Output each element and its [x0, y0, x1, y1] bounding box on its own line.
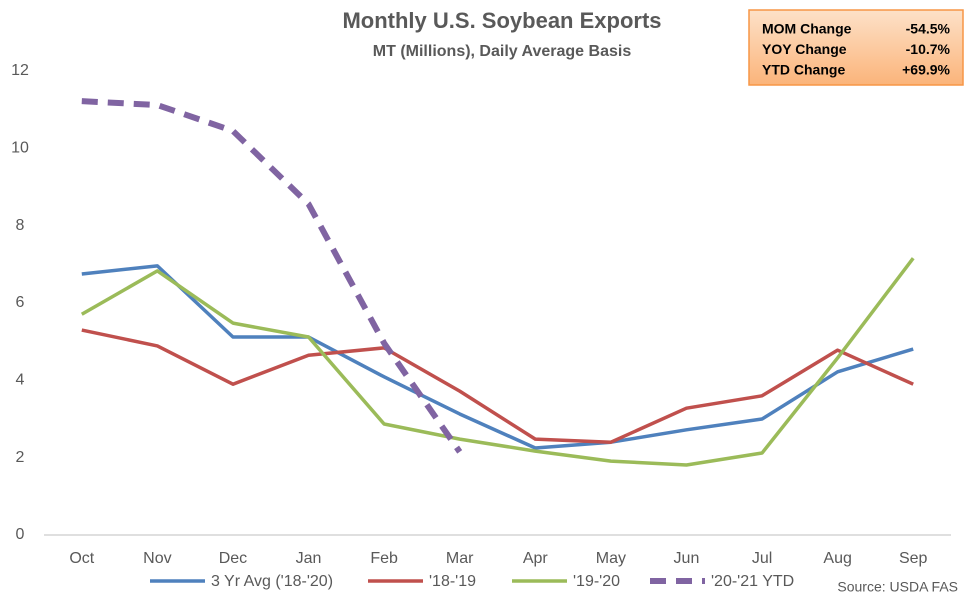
x-tick-label: Feb: [370, 550, 398, 567]
stats-value: -54.5%: [906, 21, 951, 37]
y-tick-label: 6: [16, 294, 25, 311]
series-line: [81, 264, 914, 450]
stats-label: YOY Change: [762, 41, 847, 57]
legend-label: '20-'21 YTD: [711, 573, 794, 590]
y-tick-label: 4: [16, 372, 25, 389]
x-tick-label: Jan: [296, 550, 322, 567]
chart-title: Monthly U.S. Soybean Exports: [342, 8, 661, 33]
x-tick-label: Nov: [143, 550, 171, 567]
source: Source: USDA FAS: [837, 579, 958, 595]
x-tick-label: Aug: [823, 550, 851, 567]
x-tick-label: Sep: [899, 550, 928, 567]
y-tick-label: 0: [16, 526, 25, 543]
x-tick-label: May: [596, 550, 626, 567]
x-tick-label: Apr: [523, 550, 549, 567]
y-tick-label: 8: [16, 217, 25, 234]
y-tick-label: 12: [11, 62, 29, 79]
series-line: [81, 98, 463, 454]
y-tick-label: 10: [11, 140, 29, 157]
stats-box: [748, 9, 964, 86]
stats-value: +69.9%: [902, 62, 950, 78]
stats-label: YTD Change: [762, 62, 845, 78]
x-tick-label: Oct: [69, 550, 94, 567]
legend-label: 3 Yr Avg ('18-'20): [211, 573, 333, 590]
series-line: [80, 257, 915, 467]
stats-value: -10.7%: [906, 41, 951, 57]
x-tick-label: Jun: [674, 550, 700, 567]
x-tick-label: Jul: [752, 550, 772, 567]
series-line: [81, 328, 914, 444]
x-tick-label: Mar: [446, 550, 474, 567]
stats-label: MOM Change: [762, 21, 852, 37]
x-tick-label: Dec: [219, 550, 247, 567]
y-tick-label: 2: [16, 449, 25, 466]
chart-subtitle: MT (Millions), Daily Average Basis: [373, 43, 632, 60]
legend-label: '19-'20: [573, 573, 620, 590]
legend-label: '18-'19: [429, 573, 476, 590]
